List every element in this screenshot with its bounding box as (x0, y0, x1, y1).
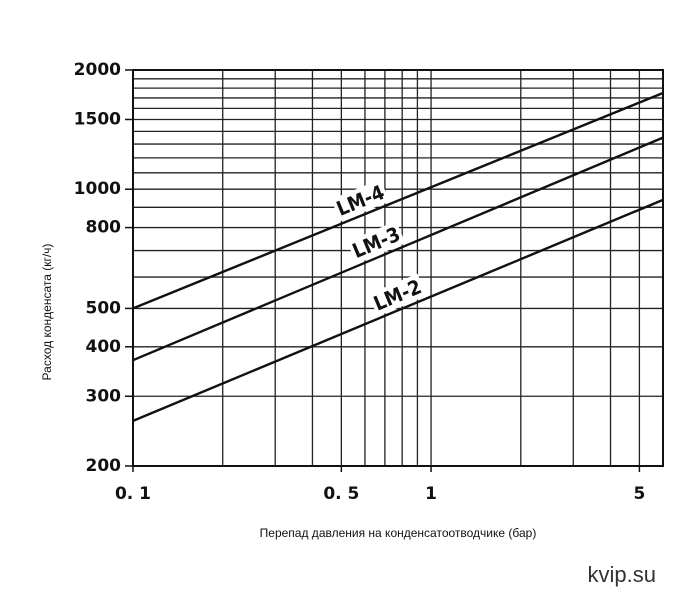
watermark: kvip.su (588, 562, 656, 587)
x-tick-label: 0. 1 (115, 484, 151, 504)
y-tick-label: 200 (86, 456, 122, 476)
y-tick-label: 400 (86, 337, 122, 357)
x-tick-label: 5 (633, 484, 645, 504)
line (132, 136, 664, 362)
plot-frame (132, 69, 664, 467)
series-label-bg (331, 179, 390, 222)
y-tick-label: 500 (86, 298, 122, 318)
y-tick-label: 1000 (74, 179, 121, 199)
series-label-bg (368, 273, 427, 317)
line (132, 198, 664, 422)
series-label-bg (346, 221, 406, 264)
y-tick-label: 800 (86, 218, 122, 238)
x-tick-label: 1 (425, 484, 437, 504)
y-tick-label: 300 (86, 386, 122, 406)
y-tick-label: 2000 (74, 60, 121, 80)
y-tick-label: 1500 (74, 109, 121, 129)
x-tick-label: 0. 5 (323, 484, 359, 504)
x-axis-label: Перепад давления на конденсатоотводчике … (260, 526, 537, 540)
y-axis-label: Расход конденсата (кг/ч) (40, 244, 54, 381)
line (132, 91, 664, 310)
